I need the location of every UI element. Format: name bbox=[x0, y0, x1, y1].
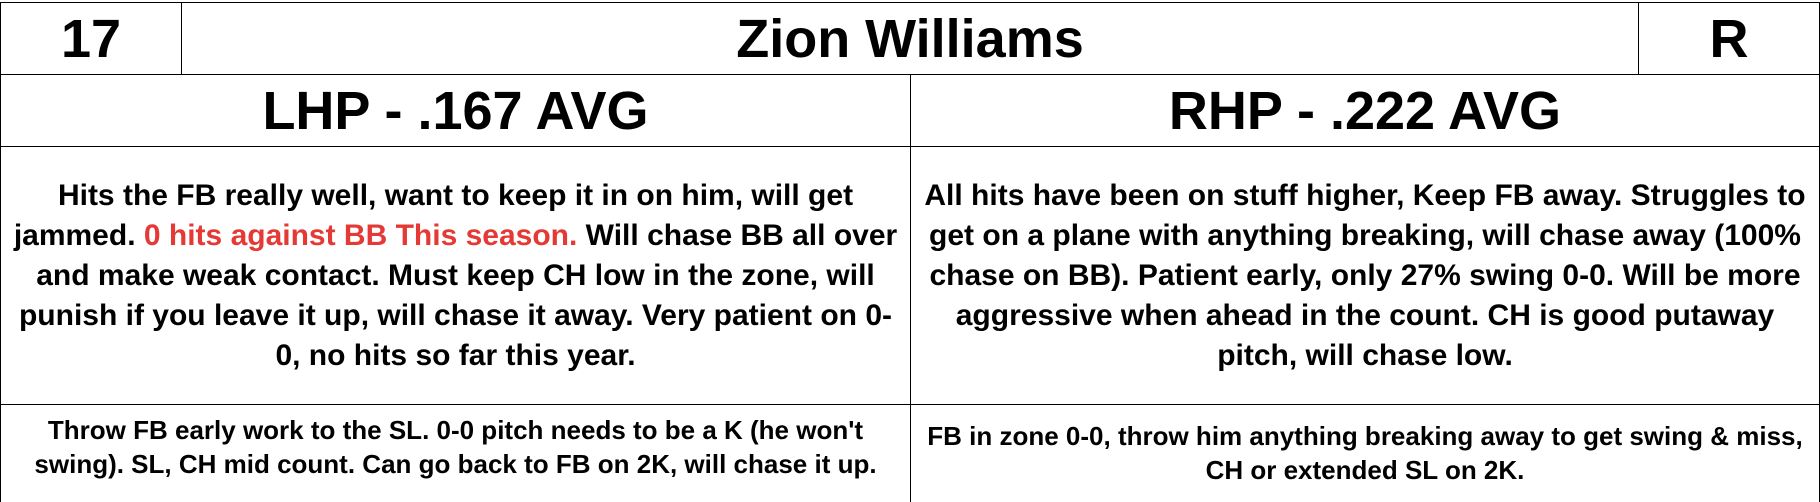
rhp-header-cell: RHP - .222 AVG bbox=[910, 74, 1820, 147]
lhp-notes-text-1: Hits the FB really well, want to keep it… bbox=[13, 178, 854, 252]
rhp-plan-cell: FB in zone 0-0, throw him anything break… bbox=[910, 404, 1820, 502]
lhp-plan: Throw FB early work to the SL. 0-0 pitch… bbox=[34, 415, 877, 479]
player-name: Zion Williams bbox=[736, 8, 1084, 69]
rhp-header: RHP - .222 AVG bbox=[1168, 80, 1562, 141]
jersey-number: 17 bbox=[60, 8, 122, 69]
lhp-notes-text-2: Will chase BB all over and make weak con… bbox=[18, 218, 898, 372]
lhp-notes-cell: Hits the FB really well, want to keep it… bbox=[0, 146, 911, 405]
lhp-notes: Hits the FB really well, want to keep it… bbox=[9, 176, 902, 376]
lhp-header-cell: LHP - .167 AVG bbox=[0, 74, 911, 147]
player-name-cell: Zion Williams bbox=[181, 2, 1639, 75]
lhp-notes-highlight: 0 hits against BB This season. bbox=[143, 218, 578, 252]
lhp-header: LHP - .167 AVG bbox=[262, 80, 649, 141]
rhp-notes: All hits have been on stuff higher, Keep… bbox=[924, 178, 1806, 372]
rhp-plan: FB in zone 0-0, throw him anything break… bbox=[927, 421, 1803, 485]
batting-hand: R bbox=[1709, 8, 1749, 69]
jersey-number-cell: 17 bbox=[0, 2, 182, 75]
batting-hand-cell: R bbox=[1638, 2, 1820, 75]
lhp-plan-cell: Throw FB early work to the SL. 0-0 pitch… bbox=[0, 404, 911, 502]
rhp-notes-cell: All hits have been on stuff higher, Keep… bbox=[910, 146, 1820, 405]
